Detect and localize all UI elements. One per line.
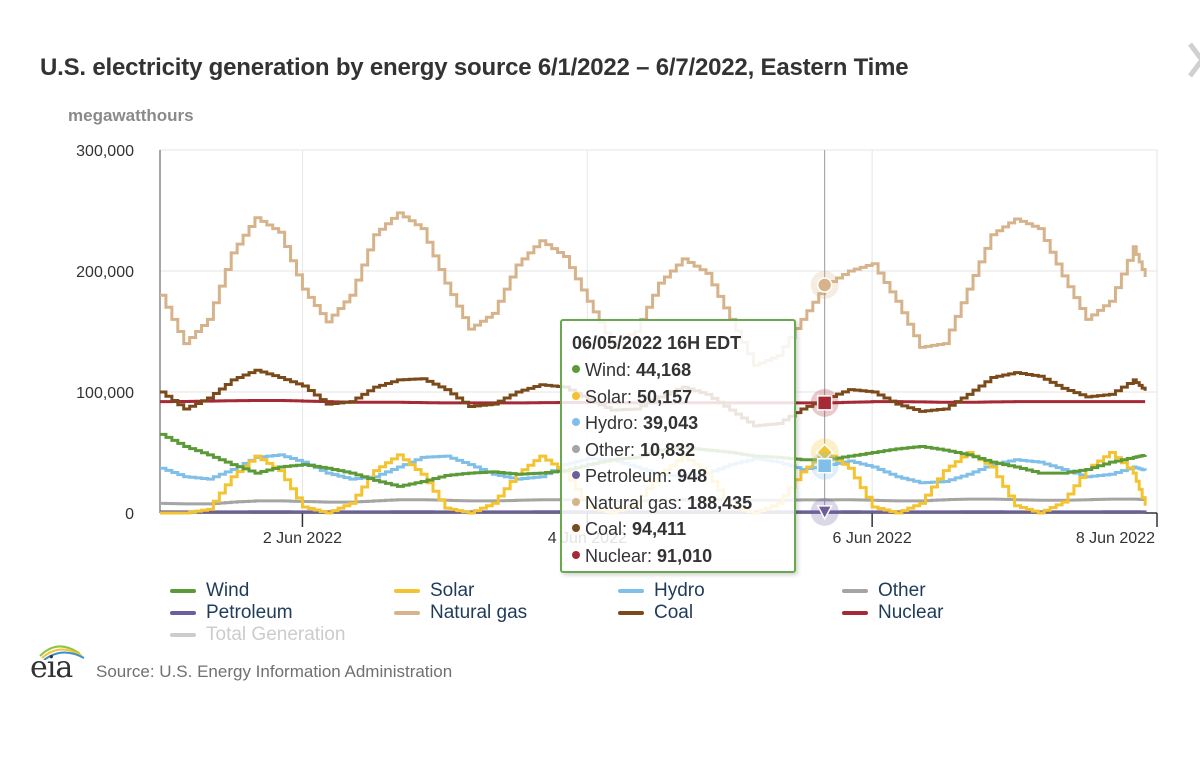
legend-item-coal[interactable]: Coal: [618, 602, 693, 624]
y-tick-label: 300,000: [76, 143, 134, 160]
legend-swatch: [618, 589, 644, 593]
tooltip: 06/05/2022 16H EDT Wind: 44,168 Solar: 50…: [560, 319, 796, 573]
tooltip-label: Coal: [585, 519, 623, 539]
tooltip-row-nuclear: Nuclear: 91,010: [572, 543, 784, 570]
legend-item-petroleum[interactable]: Petroleum: [170, 602, 293, 624]
marker-hydro: [816, 458, 833, 474]
series-dot-icon: [572, 471, 580, 480]
eia-logo: eia: [30, 640, 90, 685]
tooltip-value: 39,043: [643, 413, 699, 433]
tooltip-row-petroleum: Petroleum: 948: [572, 463, 784, 490]
series-dot-icon: [572, 365, 580, 374]
tooltip-header: 06/05/2022 16H EDT: [572, 333, 742, 353]
legend-swatch: [170, 589, 196, 593]
legend-label: Total Generation: [206, 624, 346, 645]
tooltip-separator: :: [667, 466, 678, 486]
legend-swatch: [170, 611, 196, 615]
tooltip-row-other: Other: 10,832: [572, 437, 784, 464]
hover-markers: [810, 270, 839, 526]
tooltip-label: Wind: [585, 360, 627, 380]
tooltip-value: 44,168: [636, 360, 692, 380]
source-note: Source: U.S. Energy Information Administ…: [96, 662, 453, 681]
y-tick-label: 100,000: [76, 385, 134, 402]
legend-label: Petroleum: [206, 602, 293, 623]
legend-item-wind[interactable]: Wind: [170, 580, 249, 602]
x-tick-label: 2 Jun 2022: [263, 530, 342, 547]
legend-label: Coal: [654, 602, 694, 623]
y-axis-ticks: 0 100,000 200,000 300,000: [76, 143, 134, 523]
marker-natural-gas: [816, 277, 833, 293]
series-dot-icon: [572, 550, 580, 559]
tooltip-value: 188,435: [687, 492, 753, 513]
legend-item-nuclear[interactable]: Nuclear: [842, 602, 943, 624]
legend-label: Hydro: [654, 580, 705, 601]
series-line-natural-gas: [160, 211, 1147, 367]
legend-item-solar[interactable]: Solar: [394, 580, 474, 602]
legend-swatch: [170, 633, 196, 637]
legend-label: Natural gas: [430, 602, 528, 623]
logo-text: eia: [30, 650, 73, 685]
tooltip-label: Natural gas: [585, 492, 678, 513]
tooltip-separator: :: [630, 439, 641, 460]
tooltip-label: Petroleum: [585, 466, 668, 486]
tooltip-separator: :: [622, 519, 633, 539]
legend-item-natural-gas[interactable]: Natural gas: [394, 602, 527, 624]
series-dot-icon: [572, 524, 580, 533]
legend-swatch: [842, 611, 868, 615]
chart-title: U.S. electricity generation by energy so…: [40, 54, 909, 81]
y-tick-label: 0: [125, 506, 134, 523]
legend-swatch: [618, 611, 644, 615]
tooltip-row-hydro: Hydro: 39,043: [572, 410, 784, 437]
tooltip-label: Other: [585, 439, 631, 460]
tooltip-separator: :: [633, 413, 644, 433]
marker-petroleum: [816, 505, 833, 521]
legend-label: Wind: [206, 580, 250, 601]
tooltip-value: 10,832: [640, 439, 696, 460]
tooltip-row-wind: Wind: 44,168: [572, 357, 784, 384]
x-tick-label: 6 Jun 2022: [833, 530, 912, 547]
legend-item-hydro[interactable]: Hydro: [618, 580, 705, 602]
y-axis-units-label: megawatthours: [68, 106, 194, 125]
series-dot-icon: [572, 497, 580, 506]
legend-item-other[interactable]: Other: [842, 580, 926, 602]
x-tick-label: 8 Jun 2022: [1076, 530, 1155, 547]
legend-swatch: [394, 589, 420, 593]
legend-label: Solar: [430, 580, 475, 601]
legend-item-total-generation[interactable]: Total Generation: [170, 624, 345, 646]
marker-nuclear: [816, 395, 833, 411]
tooltip-value: 948: [677, 466, 708, 486]
tooltip-rows: Wind: 44,168 Solar: 50,157 Hydro: 39,043 Ot…: [572, 357, 784, 569]
tooltip-separator: :: [627, 386, 638, 407]
tooltip-separator: :: [647, 545, 658, 566]
tooltip-value: 94,411: [632, 519, 687, 539]
tooltip-value: 91,010: [657, 545, 713, 566]
logo-arc-icon: [39, 645, 85, 660]
tooltip-label: Hydro: [585, 413, 634, 433]
tooltip-label: Solar: [585, 386, 628, 407]
legend-label: Other: [878, 580, 926, 601]
tooltip-label: Nuclear: [585, 545, 648, 566]
series-dot-icon: [572, 418, 580, 427]
y-tick-label: 200,000: [76, 264, 134, 281]
legend-label: Nuclear: [878, 602, 944, 623]
series-dot-icon: [572, 444, 580, 453]
tooltip-separator: :: [626, 360, 637, 380]
tooltip-row-natural-gas: Natural gas: 188,435: [572, 490, 784, 517]
legend-swatch: [842, 589, 868, 593]
tooltip-row-solar: Solar: 50,157: [572, 384, 784, 411]
legend-swatch: [394, 611, 420, 615]
series-dot-icon: [572, 391, 580, 400]
tooltip-separator: :: [677, 492, 688, 513]
tooltip-value: 50,157: [637, 386, 693, 407]
close-icon[interactable]: [1186, 40, 1200, 80]
tooltip-row-coal: Coal: 94,411: [572, 516, 784, 543]
